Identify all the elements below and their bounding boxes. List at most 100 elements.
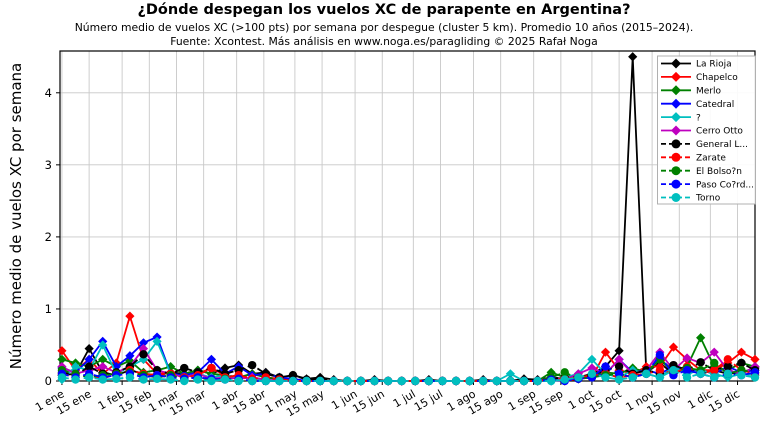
grid-lines <box>60 51 755 381</box>
circle-marker <box>614 369 624 378</box>
diamond-marker <box>98 354 108 364</box>
circle-marker <box>642 369 651 378</box>
circle-marker <box>710 358 719 368</box>
diamond-marker <box>57 346 67 356</box>
diamond-marker <box>736 347 747 357</box>
legend-entry-cerro-otto: Cerro Otto <box>661 125 743 137</box>
circle-marker <box>669 365 678 375</box>
chart-subtitle-line1: Número medio de vuelos XC (>100 pts) por… <box>74 21 694 34</box>
diamond-marker <box>600 347 611 357</box>
legend: La Rioja Chapelco Merlo Catedral? Cerro Otto… <box>657 55 756 205</box>
circle-marker <box>451 376 461 386</box>
circle-marker <box>166 375 175 384</box>
y-tick-label: 1 <box>45 302 52 316</box>
circle-marker <box>302 376 311 386</box>
legend-label-la-rioja: La Rioja <box>696 60 732 70</box>
diamond-marker <box>546 367 556 377</box>
legend-label-chapelco: Chapelco <box>696 73 738 83</box>
legend-diamond-marker <box>671 125 681 136</box>
circle-marker <box>614 375 624 384</box>
diamond-marker <box>750 354 760 364</box>
circle-marker <box>139 375 148 384</box>
legend-entry-paso-co-rd: Paso Co?rd... <box>661 179 754 190</box>
series-line-paso-co-rd <box>61 353 756 382</box>
legend-label-merlo: Merlo <box>696 87 722 97</box>
circle-marker <box>696 369 705 378</box>
legend-label-zarate: Zarate <box>696 154 726 164</box>
legend-label-series-4: ? <box>696 113 701 123</box>
legend-circle-marker <box>671 152 681 162</box>
circle-marker <box>288 376 298 386</box>
circle-marker <box>370 376 379 386</box>
circle-marker <box>356 376 366 386</box>
circle-marker <box>574 373 583 382</box>
legend-diamond-marker <box>671 71 681 82</box>
circle-marker <box>682 365 692 375</box>
circle-marker <box>560 368 569 377</box>
diamond-marker <box>152 336 162 346</box>
circle-marker <box>411 376 420 386</box>
circle-marker <box>533 376 542 386</box>
legend-entry-chapelco: Chapelco <box>661 71 738 83</box>
diamond-marker <box>206 354 217 364</box>
legend-entry-general-l: General L... <box>661 139 748 150</box>
circle-marker <box>546 376 556 386</box>
legend-circle-marker <box>671 193 681 202</box>
circle-marker <box>628 373 637 382</box>
circle-marker <box>438 376 447 386</box>
circle-marker <box>315 376 325 386</box>
diamond-marker <box>682 353 692 363</box>
circle-marker <box>465 376 474 386</box>
diamond-marker <box>709 347 719 357</box>
legend-circle-marker <box>671 166 681 176</box>
legend-diamond-marker <box>671 58 681 69</box>
legend-label-cerro-otto: Cerro Otto <box>696 127 743 137</box>
circle-marker <box>193 375 203 384</box>
diamond-marker <box>57 354 67 364</box>
circle-marker <box>506 376 515 386</box>
circle-marker <box>397 376 406 386</box>
circle-marker <box>234 376 243 386</box>
legend-circle-marker <box>671 139 681 149</box>
legend-entry-torno: Torno <box>661 193 721 204</box>
circle-marker <box>723 355 733 364</box>
circle-marker <box>710 373 719 382</box>
x-tick-label: 15 jul <box>412 387 445 414</box>
circle-marker <box>247 376 257 386</box>
diamond-marker <box>84 354 94 364</box>
circle-marker <box>261 376 270 386</box>
circle-marker <box>696 358 705 367</box>
x-tick-label: 15 jun <box>350 387 386 416</box>
circle-marker <box>329 376 338 386</box>
circle-marker <box>152 374 162 384</box>
circle-marker <box>519 376 529 386</box>
circle-marker <box>601 373 610 382</box>
diamond-marker <box>628 52 638 62</box>
legend-entry-series-4: ? <box>661 112 701 123</box>
legend-label-el-bolso-n: El Bolso?n <box>696 167 742 177</box>
diamond-marker <box>614 346 624 356</box>
diamond-marker <box>614 354 624 364</box>
circle-marker <box>125 373 135 382</box>
circle-marker <box>723 362 733 371</box>
legend-entry-la-rioja: La Rioja <box>661 58 732 70</box>
circle-marker <box>723 369 733 378</box>
y-tick-label: 0 <box>45 374 52 388</box>
circle-marker <box>614 362 624 371</box>
circle-marker <box>84 362 94 371</box>
diamond-marker <box>138 338 149 348</box>
diamond-marker <box>70 361 81 372</box>
legend-entry-merlo: Merlo <box>661 85 722 97</box>
circle-marker <box>220 375 230 384</box>
circle-marker <box>275 376 284 386</box>
diamond-marker <box>111 361 121 372</box>
circle-marker <box>655 350 665 360</box>
y-tick-label: 3 <box>45 158 52 172</box>
circle-marker <box>655 365 665 375</box>
circle-marker <box>207 376 216 386</box>
diamond-marker <box>125 311 135 321</box>
legend-entry-zarate: Zarate <box>661 152 726 164</box>
legend-circle-marker <box>671 179 681 189</box>
legend-label-torno: Torno <box>695 194 721 204</box>
chart-subtitle-line2: Fuente: Xcontest. Más análisis en www.no… <box>170 34 598 48</box>
